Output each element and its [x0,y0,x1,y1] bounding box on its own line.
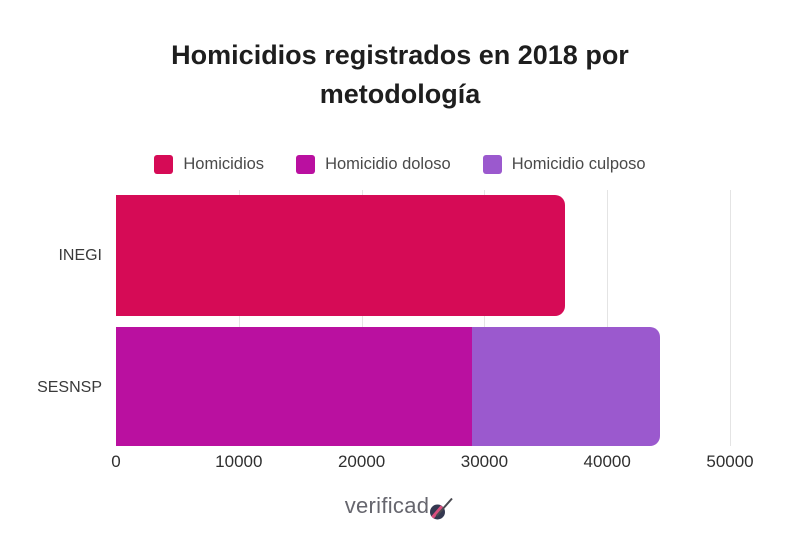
bar-row-sesnsp [116,327,730,446]
bar-sesnsp-homicidio-culposo [472,327,660,446]
legend-label-doloso: Homicidio doloso [325,155,451,173]
legend-label-culposo: Homicidio culposo [511,155,646,173]
bar-row-inegi [116,195,730,316]
chart-title: Homicidios registrados en 2018 por metod… [171,40,629,109]
verificado-logo-text: verificad [344,493,430,518]
plot-area: INEGI SESNSP 0 10000 20000 30000 40000 5… [37,190,754,471]
bar-sesnsp-homicidio-doloso [116,327,473,446]
gridline-30000 [484,190,486,446]
legend-item-homicidios: Homicidios [154,155,264,174]
category-label-sesnsp: SESNSP [37,379,102,396]
x-tick-10000: 10000 [215,452,263,471]
footer-logo: verificad [0,493,800,526]
gridline-50000 [730,190,731,446]
gridline-20000 [361,190,363,446]
gridline-10000 [238,190,240,446]
category-label-inegi: INEGI [58,247,102,264]
legend-swatch-doloso [296,155,316,174]
verificado-check-icon [428,496,455,526]
x-tick-0: 0 [111,452,121,471]
legend-label-homicidios: Homicidios [183,155,265,173]
x-tick-30000: 30000 [460,452,509,471]
x-tick-50000: 50000 [706,452,754,471]
legend-swatch-culposo [482,155,502,174]
gridline-40000 [607,190,609,446]
x-tick-20000: 20000 [337,452,386,471]
bar-inegi-homicidios [116,195,566,316]
x-tick-40000: 40000 [583,452,631,471]
legend-swatch-homicidios [154,155,174,174]
legend-item-doloso: Homicidio doloso [296,155,451,174]
legend-item-culposo: Homicidio culposo [482,155,646,174]
legend: Homicidios Homicidio doloso Homicidio cu… [0,155,800,174]
